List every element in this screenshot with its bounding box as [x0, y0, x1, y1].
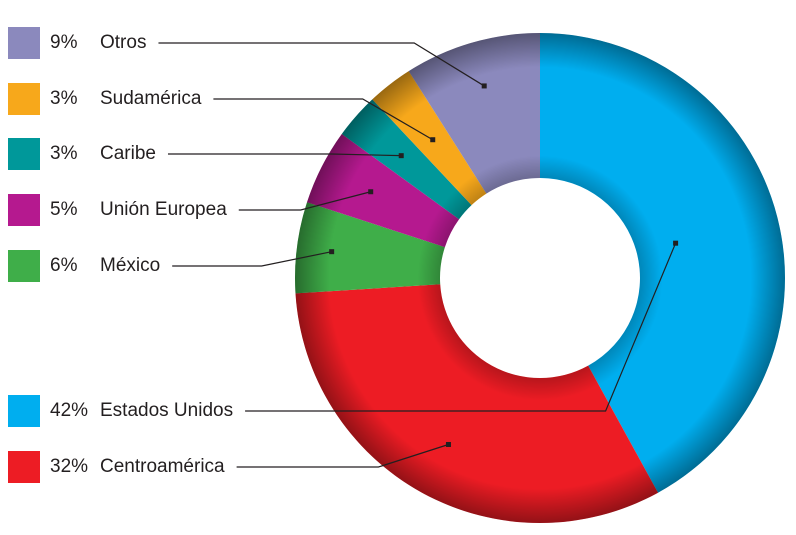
leader-line — [158, 42, 485, 87]
leader-line — [172, 251, 332, 267]
leader-line — [213, 98, 434, 141]
value-label: 6% — [50, 255, 78, 276]
leader-dot — [398, 153, 404, 159]
legend-swatch — [8, 395, 40, 427]
legend-swatch — [8, 194, 40, 226]
legend-label: Otros — [100, 32, 146, 53]
leader-dot — [368, 189, 374, 195]
leader-line — [167, 153, 402, 157]
legend-swatch — [8, 451, 40, 483]
value-label: 3% — [50, 88, 78, 109]
slice — [295, 284, 659, 523]
legend-swatch — [8, 27, 40, 59]
leader-dot — [673, 240, 679, 246]
value-label: 42% — [50, 400, 88, 421]
leader-dot — [445, 441, 451, 447]
legend-swatch — [8, 83, 40, 115]
legend-label: Centroamérica — [100, 456, 225, 477]
value-label: 3% — [50, 143, 78, 164]
leader-dot — [430, 137, 436, 143]
legend: 42% Estados Unidos 32% Centroamérica 6% Méxic… — [8, 27, 679, 483]
legend-label: Caribe — [100, 143, 156, 164]
legend-label: Sudamérica — [100, 88, 202, 109]
leader-line — [245, 242, 677, 412]
leader-dot — [481, 83, 487, 89]
legend-label: Unión Europea — [100, 199, 227, 220]
leader-dot — [329, 249, 335, 255]
value-label: 5% — [50, 199, 78, 220]
leader-line — [236, 443, 449, 468]
leader-line — [238, 191, 371, 211]
value-label: 9% — [50, 32, 78, 53]
value-label: 32% — [50, 456, 88, 477]
legend-label: Estados Unidos — [100, 400, 233, 421]
donut — [295, 33, 785, 523]
legend-swatch — [8, 138, 40, 170]
legend-swatch — [8, 250, 40, 282]
legend-label: México — [100, 255, 160, 276]
